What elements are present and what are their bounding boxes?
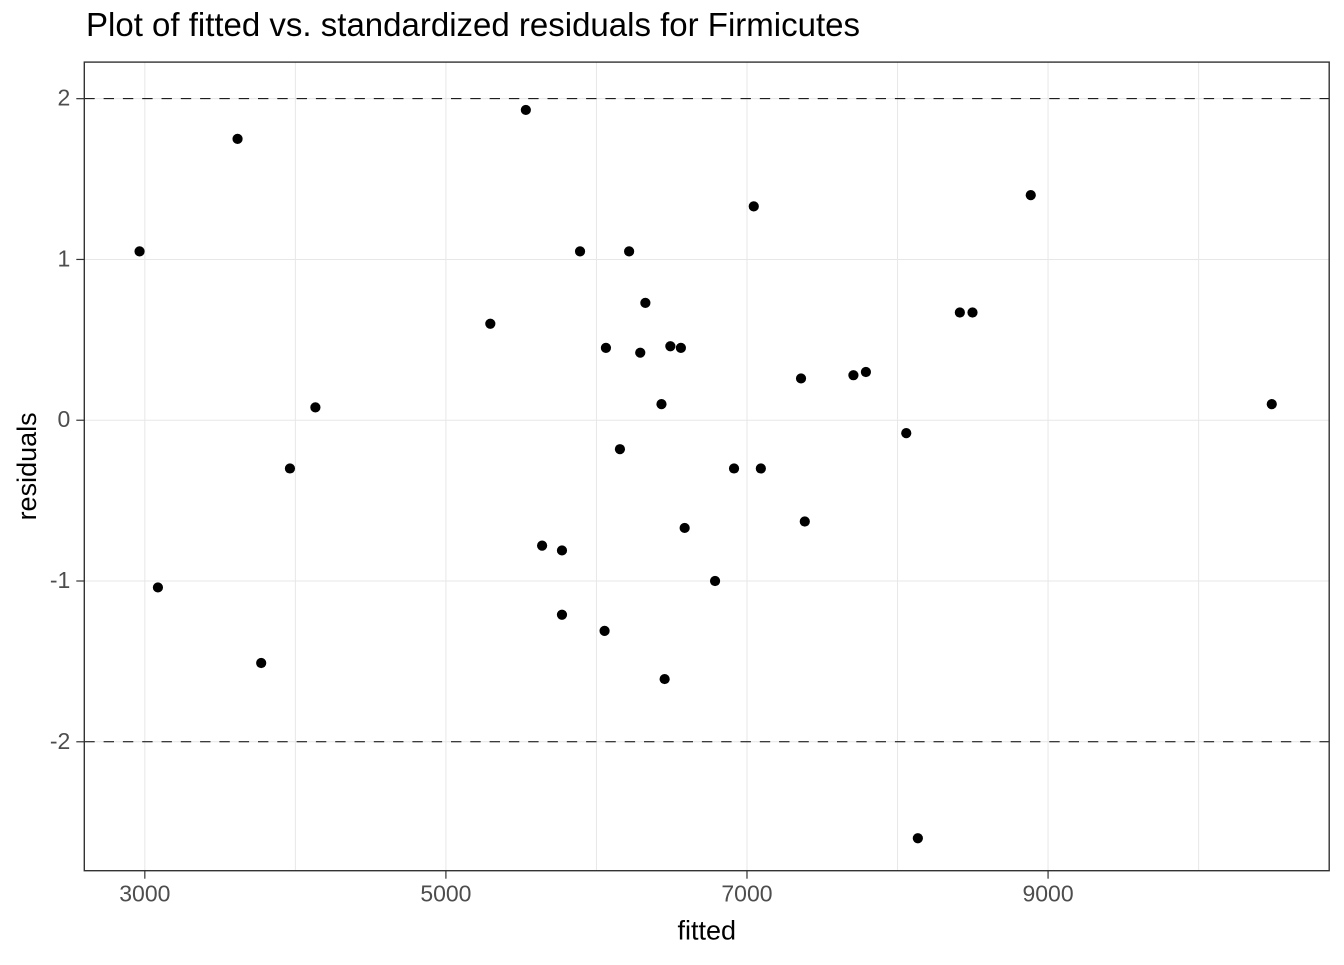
- svg-text:5000: 5000: [420, 881, 471, 907]
- svg-text:-2: -2: [50, 728, 70, 754]
- svg-text:fitted: fitted: [677, 916, 736, 946]
- svg-text:2: 2: [58, 85, 71, 111]
- svg-text:7000: 7000: [721, 881, 772, 907]
- svg-text:9000: 9000: [1022, 881, 1073, 907]
- svg-text:residuals: residuals: [12, 412, 42, 520]
- svg-text:-1: -1: [50, 567, 70, 593]
- svg-text:0: 0: [58, 406, 71, 432]
- svg-text:1: 1: [58, 245, 71, 271]
- svg-text:3000: 3000: [119, 881, 170, 907]
